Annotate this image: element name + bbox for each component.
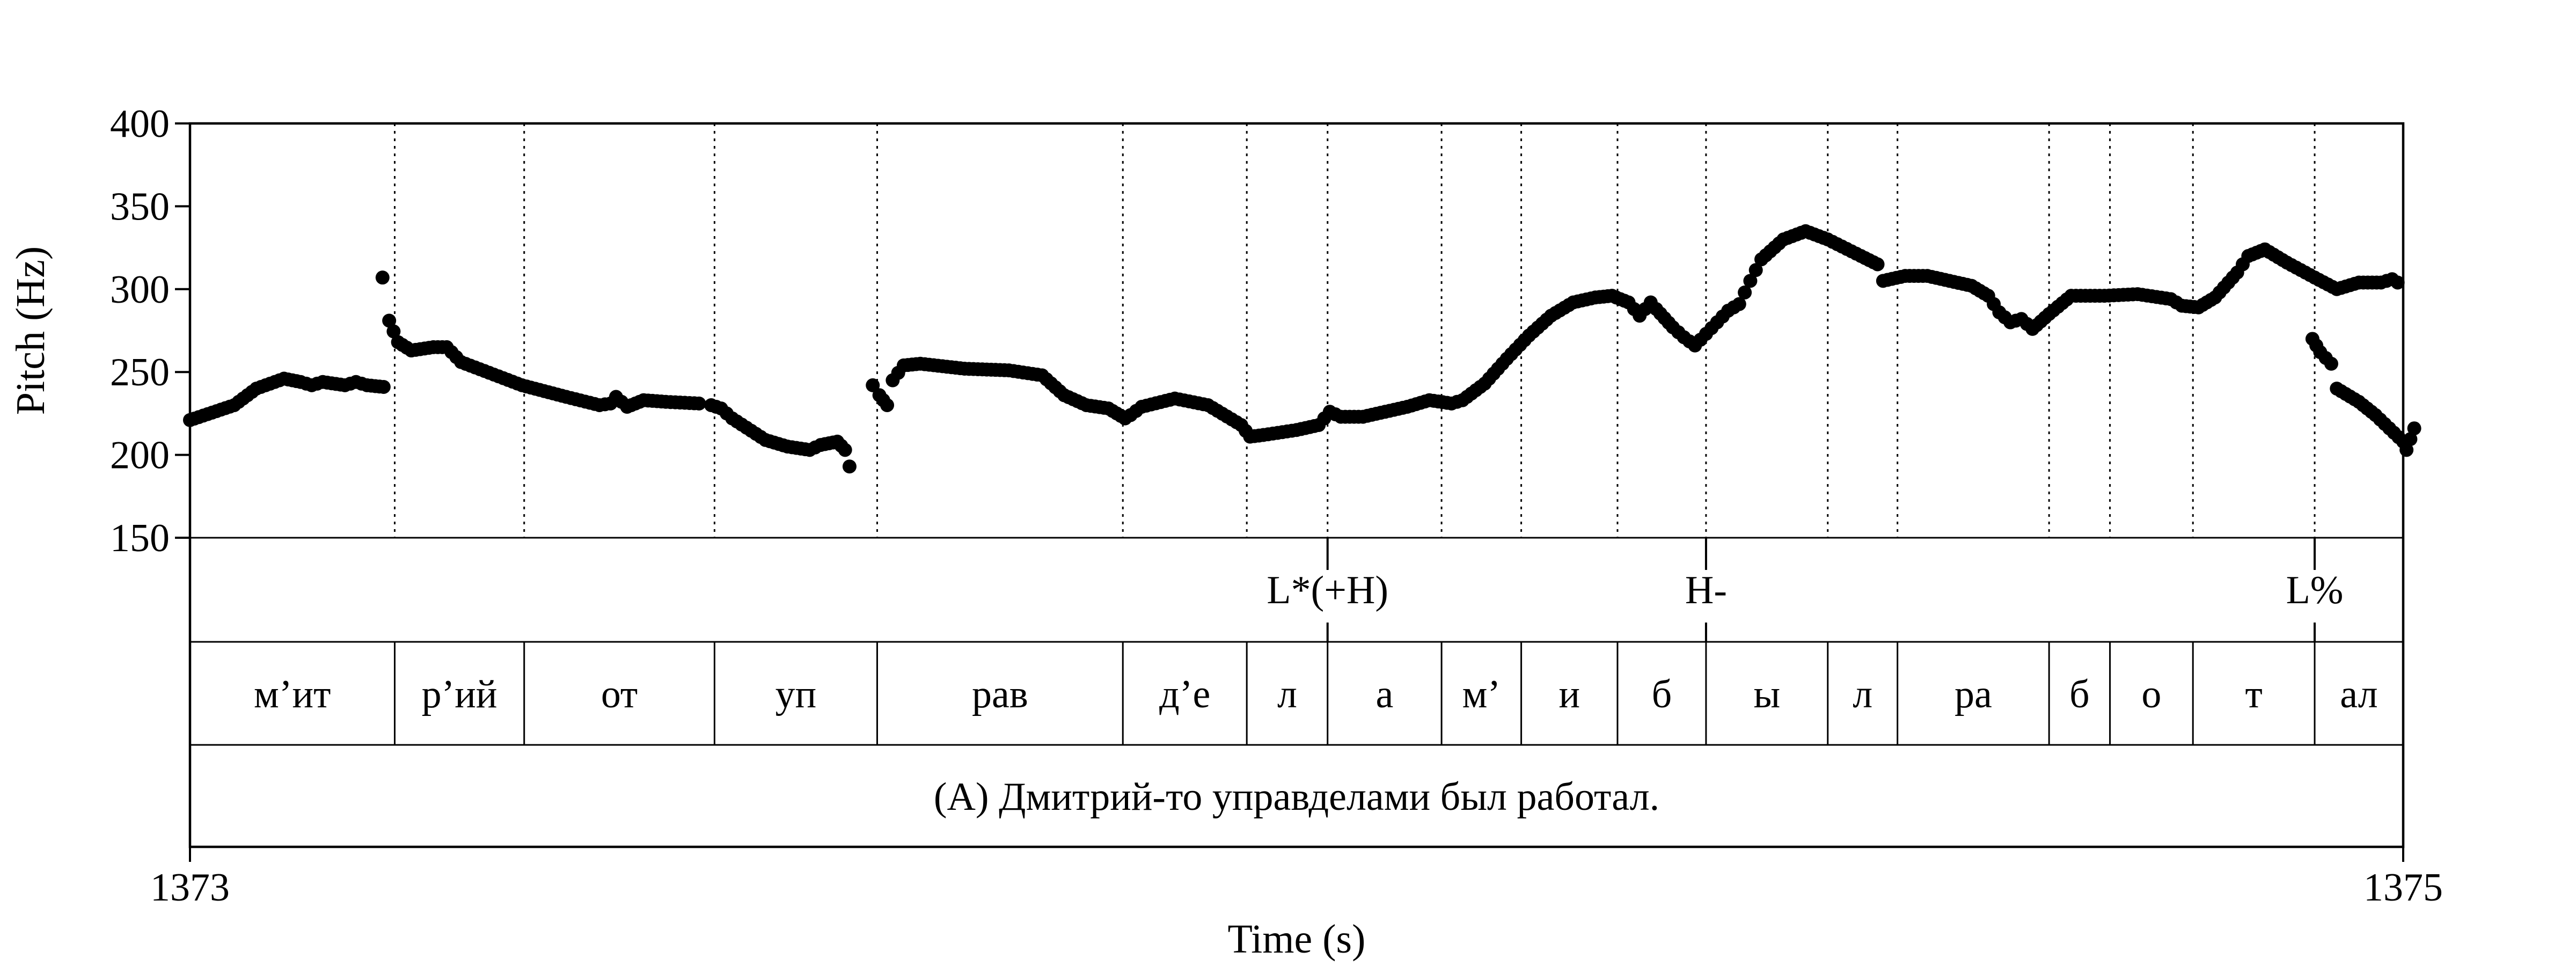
segment-label-16: т: [2245, 672, 2262, 716]
x-axis-title: Time (s): [1228, 917, 1366, 962]
y-tick-label-3: 300: [110, 268, 170, 312]
segment-label-17: ал: [2340, 672, 2377, 716]
chart-structure: [175, 122, 2405, 862]
segment-label-1: р’ий: [422, 672, 497, 716]
pitch-point-478: [2324, 356, 2338, 371]
segment-label-3: уп: [775, 672, 817, 716]
segment-label-10: б: [1652, 672, 1672, 716]
pitch-point-333: [1748, 263, 1763, 277]
pitch-point-496: [2403, 432, 2418, 447]
segment-label-7: а: [1375, 672, 1393, 716]
x-tick-label-0: 1373: [150, 866, 230, 910]
x-tick-label-1: 1375: [2363, 866, 2443, 910]
segment-label-6: л: [1277, 672, 1297, 716]
pitch-point-360: [1870, 257, 1885, 272]
y-tick-label-4: 350: [110, 185, 170, 229]
chart-frame: [188, 122, 2405, 848]
segment-label-2: от: [601, 672, 638, 716]
segment-label-8: м’: [1462, 672, 1501, 716]
segment-label-4: рав: [972, 672, 1028, 716]
tone-label-1: H-: [1685, 568, 1727, 612]
pitch-point-142: [842, 459, 857, 474]
pitch-point-143: [866, 378, 880, 392]
y-tick-label-2: 250: [110, 350, 170, 394]
segment-label-5: д’е: [1159, 672, 1210, 716]
segment-label-12: л: [1853, 672, 1872, 716]
segment-label-14: б: [2069, 672, 2090, 716]
pitch-point-42: [376, 379, 391, 394]
segment-label-13: ра: [1955, 672, 1992, 716]
pitch-point-331: [1738, 285, 1752, 299]
pitch-point-44: [382, 313, 397, 328]
pitch-point-146: [880, 398, 895, 412]
pitch-point-473: [2390, 275, 2405, 290]
y-tick-label-0: 150: [110, 516, 170, 560]
sentence-text: (А) Дмитрий-то управделами был работал.: [934, 775, 1659, 819]
pitch-point-141: [838, 443, 852, 457]
segment-label-9: и: [1558, 672, 1580, 716]
tone-label-2: L%: [2286, 568, 2344, 612]
y-tick-label-1: 200: [110, 434, 170, 478]
pitch-point-111: [692, 396, 706, 411]
segment-label-11: ы: [1753, 672, 1780, 716]
chart-labels: м’ит р’ий от уп рав д’е л а м’ и б ы л ра б о т алL*(+H) H…: [8, 102, 2443, 962]
pitch-point-330: [1732, 297, 1746, 311]
pitch-point-43: [375, 270, 390, 285]
segment-label-15: о: [2141, 672, 2161, 716]
pitch-points: [183, 224, 2421, 474]
pitch-point-495: [2399, 443, 2414, 457]
tone-label-0: L*(+H): [1267, 568, 1388, 612]
pitch-point-332: [1743, 274, 1758, 288]
y-tick-label-5: 400: [110, 102, 170, 146]
pitch-point-45: [386, 324, 401, 339]
y-axis-title: Pitch (Hz): [8, 246, 53, 415]
pitch-point-497: [2407, 421, 2421, 436]
segment-label-0: м’ит: [254, 672, 331, 716]
